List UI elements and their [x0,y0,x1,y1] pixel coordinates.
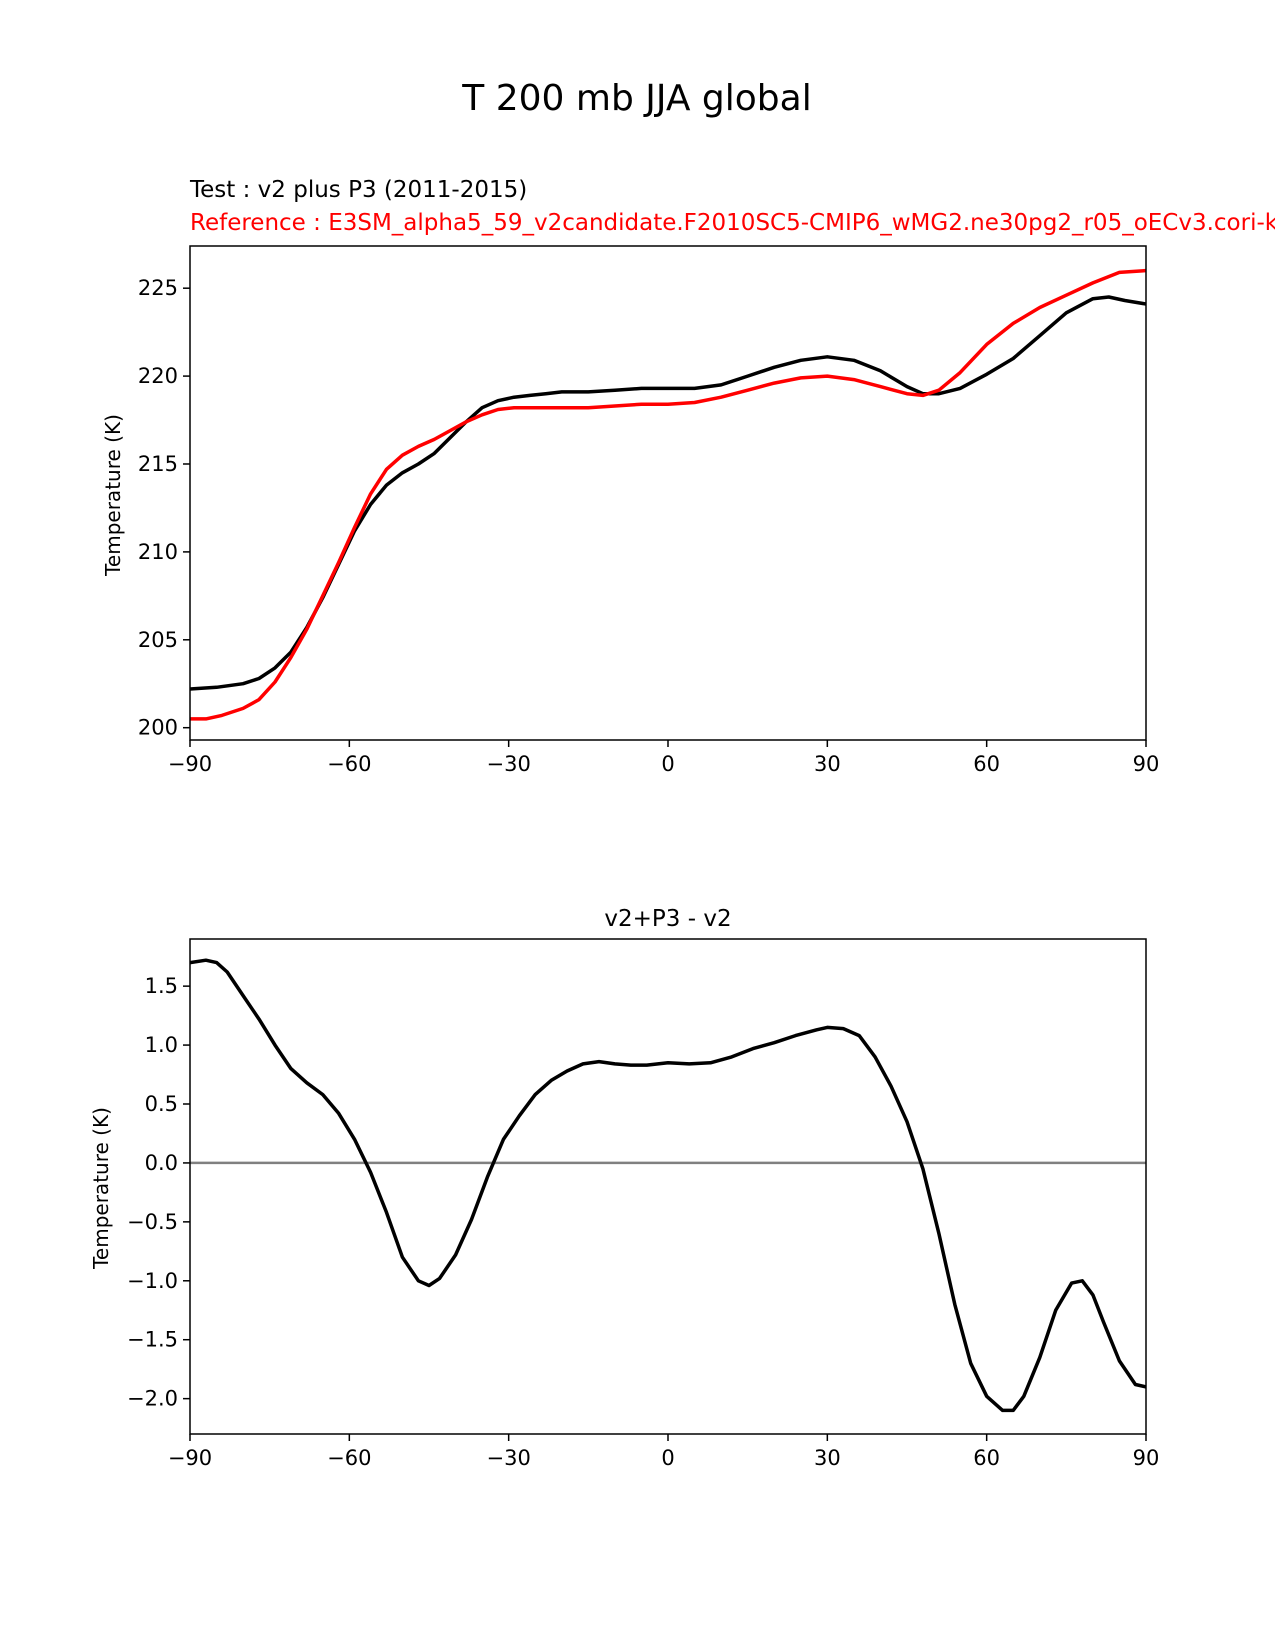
top-plot-area: −90 −60 −30 0 30 60 90 200 205 210 215 220 225 [138,245,1160,776]
y-tick-label: 205 [138,628,178,652]
x-tick-label: 90 [1133,752,1160,776]
axes-frame [189,938,1147,1435]
x-tick-label: −90 [168,752,212,776]
y-tick-label: −1.0 [127,1269,178,1293]
figure-suptitle: T 200 mb JJA global [461,78,811,119]
y-tick-label: 215 [138,452,178,476]
reference-title: Reference : E3SM_alpha5_59_v2candidate.F… [190,210,1275,236]
bottom-ylabel: Temperature (K) [89,1107,113,1270]
top-panel: Test : v2 plus P3 (2011-2015) Reference … [101,177,1275,776]
top-ylabel: Temperature (K) [101,414,125,577]
x-tick-label: 90 [1133,1446,1160,1470]
x-tick-label: −90 [168,1446,212,1470]
y-tick-label: −2.0 [127,1387,178,1411]
x-tick-label: 60 [973,1446,1000,1470]
reference-series-line [190,268,1146,721]
x-tick-label: 60 [973,752,1000,776]
x-tick-label: 0 [661,1446,674,1470]
bottom-panel: v2+P3 - v2 Temperature (K) −90 −60 −30 0 30 6… [89,906,1159,1470]
difference-title: v2+P3 - v2 [604,906,731,932]
y-tick-label: 200 [138,716,178,740]
x-tick-label: −30 [487,1446,531,1470]
y-tick-label: 225 [138,276,178,300]
y-tick-label: 0.5 [145,1092,178,1116]
y-tick-label: 0.0 [145,1151,178,1175]
y-tick-label: −0.5 [127,1210,178,1234]
y-tick-label: 220 [138,364,178,388]
axes-frame [189,245,1147,741]
x-tick-label: 30 [814,752,841,776]
x-tick-label: 0 [661,752,674,776]
bottom-plot-area: −90 −60 −30 0 30 60 90 −2.0 −1.5 −1.0 −0.5 0.0 0.5 1.… [127,938,1160,1470]
difference-series-line [190,958,1146,1413]
test-series-line [190,295,1146,691]
x-tick-label: −60 [327,1446,371,1470]
y-tick-label: 1.5 [145,974,178,998]
y-tick-label: −1.5 [127,1328,178,1352]
y-tick-label: 1.0 [145,1033,178,1057]
x-tick-label: −60 [327,752,371,776]
x-tick-label: 30 [814,1446,841,1470]
test-title: Test : v2 plus P3 (2011-2015) [189,177,527,203]
x-tick-label: −30 [487,752,531,776]
y-tick-label: 210 [138,540,178,564]
